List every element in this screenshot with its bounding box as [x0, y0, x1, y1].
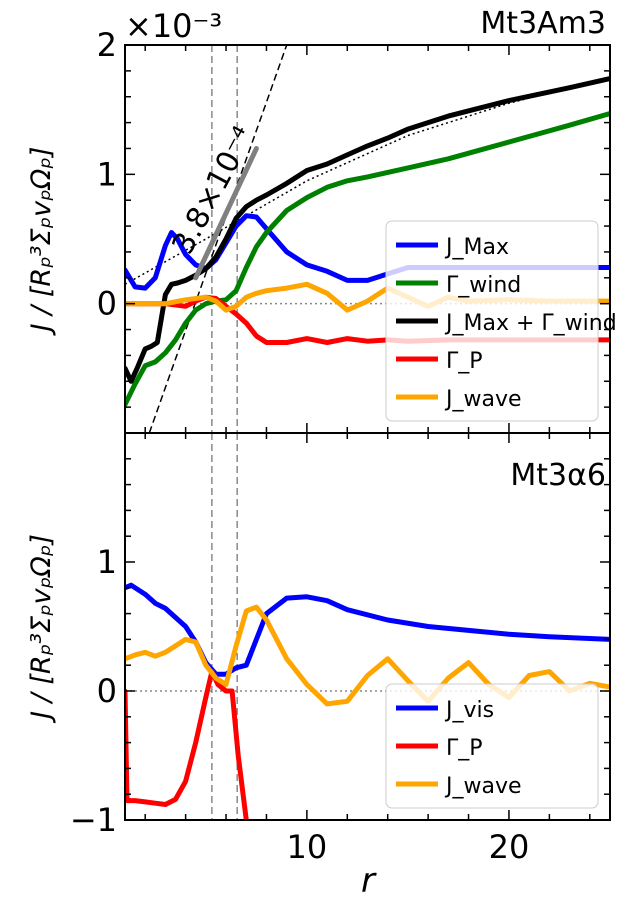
panel-title: Mt3α6	[510, 458, 606, 493]
legend-box	[385, 220, 599, 422]
x-axis-label: r	[361, 861, 377, 897]
x-tick-label: 20	[489, 828, 530, 866]
series-line-0	[125, 582, 610, 677]
legend: J_vis Γ_P J_wave	[385, 683, 599, 809]
legend-label-4: J_wave	[444, 387, 522, 412]
y-tick-label: 1	[97, 543, 117, 581]
panel-title: Mt3Am3	[480, 6, 606, 41]
legend-box	[385, 683, 599, 809]
legend-label-0: J_Max	[444, 235, 509, 260]
x-tick-label: 10	[287, 828, 328, 866]
legend-label-0: J_vis	[444, 698, 494, 723]
y-tick-label: 2	[97, 26, 117, 64]
series-line-1	[125, 669, 249, 820]
y-tick-label: 0	[97, 672, 117, 710]
axis-multiplier: ×10⁻³	[125, 7, 222, 45]
legend-label-2: J_wave	[444, 774, 522, 799]
y-tick-label: 1	[97, 155, 117, 193]
legend: J_Max Γ_wind J_Max + Γ_wind Γ_P J_wave	[385, 220, 617, 422]
axes-frame	[124, 432, 611, 821]
slope-guide-line	[148, 45, 288, 433]
legend-label-3: Γ_P	[446, 349, 483, 374]
bottom-panel: 1 0 −1 J / [Rₚ³ΣₚvₚΩₚ] Mt3α6 J_vis Γ_P J_wave	[26, 432, 611, 839]
y-tick-label: 0	[97, 285, 117, 323]
gray-slope-segment	[193, 146, 259, 281]
series-line-1	[125, 111, 610, 407]
y-axis-label: J / [Rₚ³ΣₚvₚΩₚ]	[26, 534, 57, 724]
series-line-2	[125, 76, 610, 384]
y-tick-label: −1	[70, 801, 117, 839]
y-axis-label: J / [Rₚ³ΣₚvₚΩₚ]	[26, 147, 57, 337]
shared-x-axis: r 10 20	[287, 828, 530, 897]
legend-label-1: Γ_P	[446, 736, 483, 761]
legend-label-2: J_Max + Γ_wind	[444, 311, 617, 336]
legend-label-1: Γ_wind	[446, 273, 521, 298]
